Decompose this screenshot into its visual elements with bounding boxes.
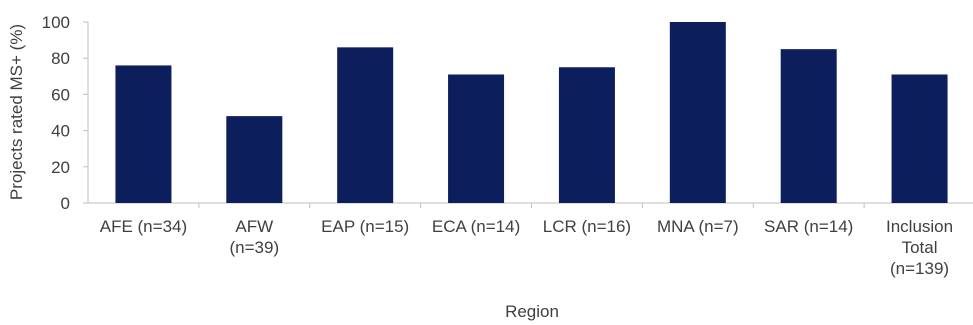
x-tick-label-line: (n=39) <box>230 238 280 257</box>
x-tick-label: AFW (n=39) <box>230 217 280 257</box>
y-tick-label: 0 <box>61 194 70 213</box>
bar <box>669 22 726 203</box>
x-tick-label: MNA (n=7) <box>657 217 739 236</box>
x-tick-label-line: MNA (n=7) <box>657 217 739 236</box>
y-tick-label: 80 <box>51 49 70 68</box>
bar <box>780 49 837 204</box>
x-tick-label: Inclusion Total (n=139) <box>886 217 953 278</box>
x-tick-label-line: SAR (n=14) <box>764 217 853 236</box>
x-tick-label-line: ECA (n=14) <box>432 217 520 236</box>
x-tick-label: ECA (n=14) <box>432 217 520 236</box>
x-tick-label-line: EAP (n=15) <box>321 217 409 236</box>
x-tick-label-line: Inclusion <box>886 217 953 236</box>
y-tick-label: 40 <box>51 122 70 141</box>
x-tick-label: EAP (n=15) <box>321 217 409 236</box>
y-axis-title: Projects rated MS+ (%) <box>7 24 26 200</box>
bar <box>226 116 283 203</box>
x-tick-label: AFE (n=34) <box>100 217 187 236</box>
y-tick-label: 100 <box>42 13 70 32</box>
bar <box>558 67 615 203</box>
x-tick-label: LCR (n=16) <box>543 217 631 236</box>
y-tick-label: 60 <box>51 85 70 104</box>
bar <box>891 74 948 204</box>
x-tick-label: SAR (n=14) <box>764 217 853 236</box>
y-tick-label: 20 <box>51 158 70 177</box>
x-tick-label-line: AFW <box>235 217 273 236</box>
x-tick-label-line: (n=139) <box>890 259 949 278</box>
x-tick-label-line: LCR (n=16) <box>543 217 631 236</box>
bar <box>115 65 172 203</box>
bar <box>337 47 394 204</box>
x-tick-label-line: AFE (n=34) <box>100 217 187 236</box>
x-tick-label-line: Total <box>902 238 938 257</box>
bar <box>448 74 505 204</box>
x-axis-title: Region <box>505 302 559 321</box>
